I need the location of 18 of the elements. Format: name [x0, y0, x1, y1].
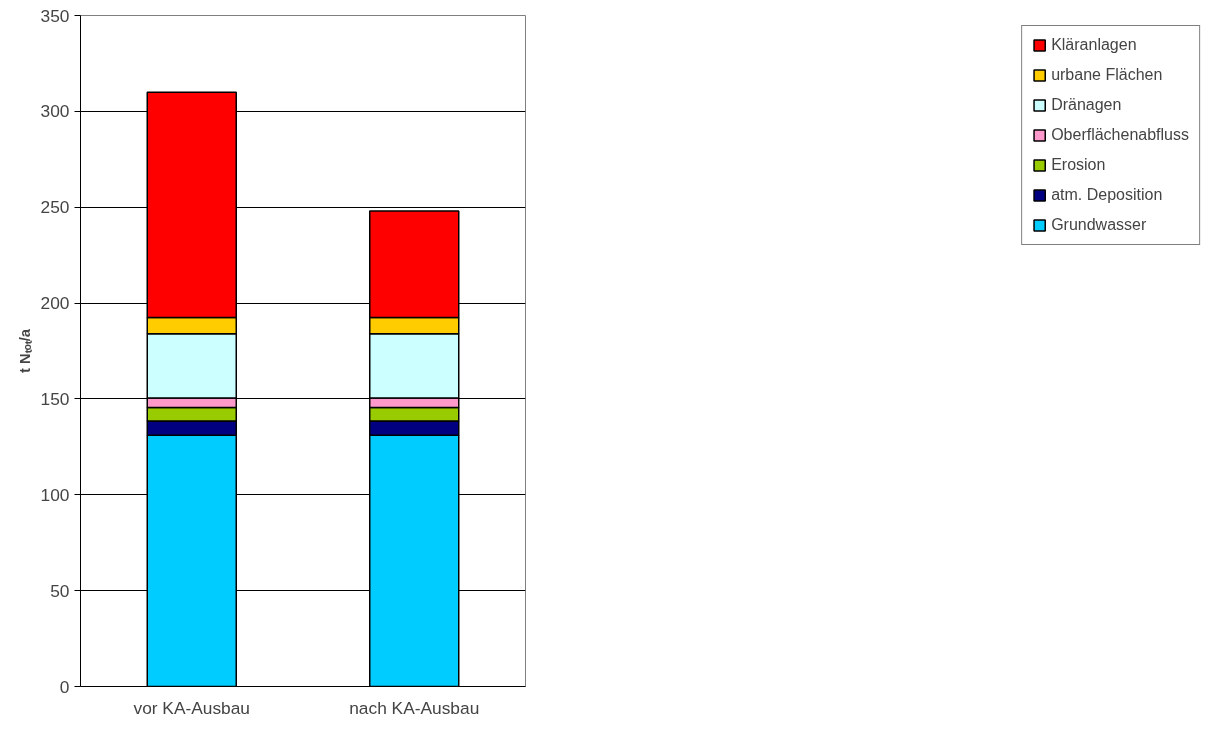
y-tick-label: 150: [40, 388, 70, 409]
y-tick-label: 0: [59, 676, 70, 697]
x-tick-label: vor KA-Ausbau: [133, 697, 251, 718]
y-tick-label: 50: [50, 580, 70, 601]
legend-label: Grundwasser: [1051, 216, 1147, 234]
y-axis-title: t Nₜₒₜ/a: [16, 328, 33, 373]
legend-label: Kläranlagen: [1051, 36, 1137, 54]
legend-label: Erosion: [1051, 156, 1106, 174]
legend-label: atm. Deposition: [1051, 186, 1163, 204]
legend-label: urbane Flächen: [1051, 66, 1163, 84]
legend-label: Oberflächenabfluss: [1051, 126, 1189, 144]
y-tick-label: 250: [40, 197, 70, 218]
y-tick-label: 200: [40, 293, 70, 314]
y-tick-label: 350: [40, 5, 70, 26]
x-tick-label: nach KA-Ausbau: [349, 697, 480, 718]
legend-label: Dränagen: [1051, 96, 1122, 114]
y-tick-label: 100: [40, 484, 70, 505]
y-tick-label: 300: [40, 101, 70, 122]
